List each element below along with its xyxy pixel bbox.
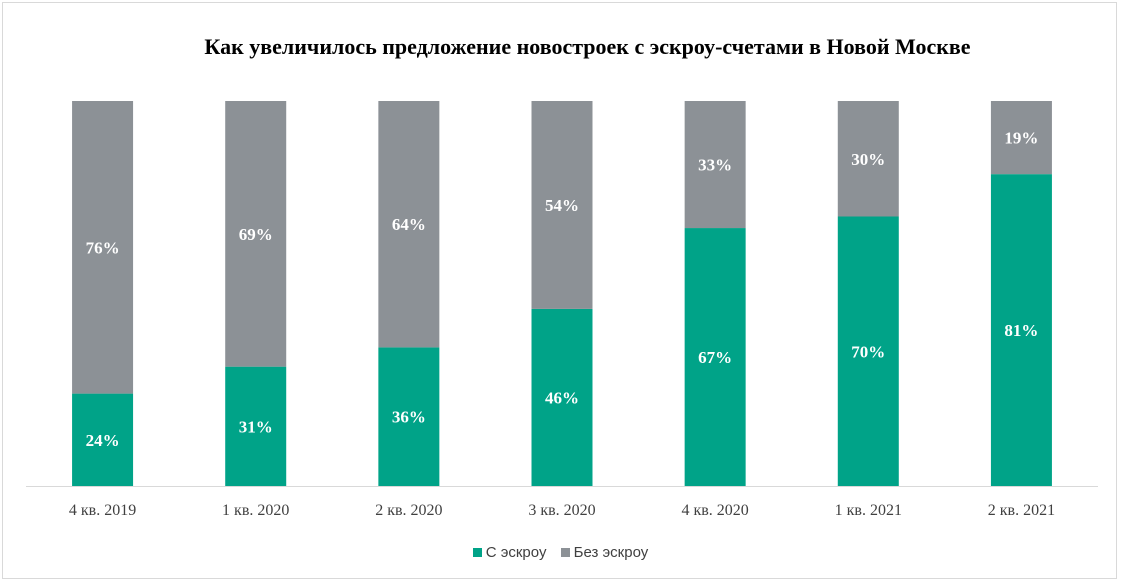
data-label: 24%	[86, 431, 120, 450]
x-tick-label: 2 кв. 2020	[375, 502, 442, 519]
x-tick-label: 4 кв. 2019	[69, 502, 136, 519]
x-tick-label: 3 кв. 2020	[528, 502, 595, 519]
bar-segment-escrow	[378, 347, 440, 486]
bar-segment-escrow	[225, 366, 287, 486]
data-label: 33%	[698, 156, 732, 175]
bar-segment-no-escrow	[225, 101, 287, 367]
x-tick-label: 1 кв. 2021	[835, 502, 902, 519]
data-label: 46%	[545, 388, 579, 407]
bar-segment-no-escrow	[72, 101, 134, 394]
bar-segment-escrow	[837, 216, 899, 486]
bar-segment-no-escrow	[684, 101, 746, 229]
data-label: 31%	[239, 417, 273, 436]
legend-item-no-escrow: Без эскроу	[560, 544, 649, 561]
legend-swatch-no-escrow	[560, 548, 570, 557]
bar-segment-no-escrow	[837, 101, 899, 217]
chart-legend: С эскроу Без эскроу	[0, 544, 1121, 561]
data-label: 19%	[1004, 129, 1038, 148]
legend-item-escrow: С эскроу	[472, 544, 547, 561]
data-label: 69%	[239, 225, 273, 244]
chart-title: Как увеличилось предложение новостроек с…	[204, 34, 971, 59]
legend-swatch-escrow	[472, 548, 482, 557]
data-label: 64%	[392, 215, 426, 234]
x-tick-label: 4 кв. 2020	[681, 502, 748, 519]
x-tick-label: 2 кв. 2021	[988, 502, 1055, 519]
legend-label-no-escrow: Без эскроу	[573, 544, 649, 561]
bar-segment-escrow	[531, 308, 593, 486]
data-label: 76%	[86, 238, 120, 257]
data-label: 30%	[851, 150, 885, 169]
bar-segment-no-escrow	[990, 101, 1052, 175]
data-label: 54%	[545, 196, 579, 215]
data-label: 67%	[698, 348, 732, 367]
data-label: 81%	[1004, 321, 1038, 340]
bar-segment-no-escrow	[378, 101, 440, 348]
data-label: 70%	[851, 342, 885, 361]
x-tick-label: 1 кв. 2020	[222, 502, 289, 519]
bar-segment-no-escrow	[531, 101, 593, 309]
bar-segment-escrow	[684, 228, 746, 487]
legend-label-escrow: С эскроу	[485, 544, 547, 561]
bar-segment-escrow	[990, 174, 1052, 486]
data-label: 36%	[392, 408, 426, 427]
bar-segment-escrow	[72, 393, 134, 486]
